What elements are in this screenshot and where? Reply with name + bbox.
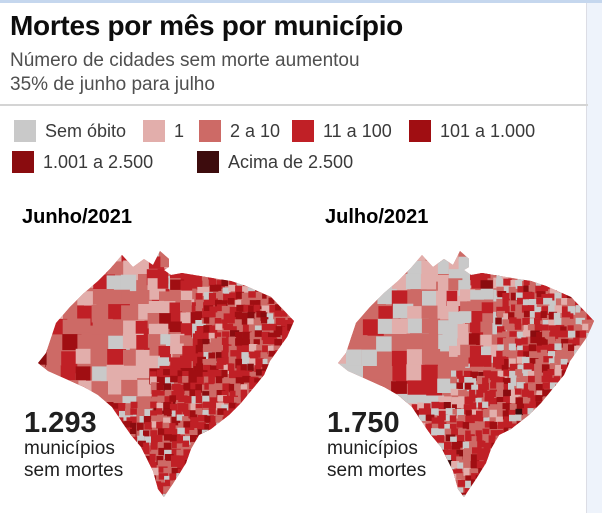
stat-line: sem mortes [327, 460, 427, 481]
page-title: Mortes por mês por município [10, 10, 403, 41]
stat-line: sem mortes [24, 460, 124, 481]
page-subtitle: Número de cidades sem morte aumentou 35%… [10, 49, 360, 97]
map-title-junho: Junho/2021 [22, 206, 133, 228]
brazil-choropleth-map-julho [338, 251, 594, 497]
legend-item: Sem óbito [14, 120, 126, 142]
legend-label: Sem óbito [45, 120, 127, 141]
map-column-julho: Julho/2021 1.750 municípios sem mortes [303, 198, 599, 513]
legend-item: Acima de 2.500 [197, 151, 353, 173]
legend-swatch [14, 120, 36, 142]
legend-swatch [12, 151, 34, 173]
legend-item: 101 a 1.000 [409, 120, 535, 142]
legend-label: Acima de 2.500 [228, 151, 354, 172]
legend-swatch [197, 151, 219, 173]
map-stat-julho: 1.750 municípios sem mortes [327, 408, 426, 482]
subtitle-line-2: 35% de junho para julho [10, 74, 215, 95]
map-column-junho: Junho/2021 1.293 municípios sem mortes [0, 198, 296, 513]
legend-swatch [143, 120, 165, 142]
map-title-julho: Julho/2021 [325, 206, 429, 228]
stat-value: 1.293 [24, 407, 97, 439]
legend-item: 1.001 a 2.500 [12, 151, 153, 173]
page-edge-strip [586, 3, 602, 513]
legend-item: 1 [143, 120, 184, 142]
legend-label: 101 a 1.000 [440, 120, 536, 141]
brazil-choropleth-map-junho [38, 251, 294, 497]
stat-line: municípios [24, 438, 115, 459]
subtitle-line-1: Número de cidades sem morte aumentou [10, 50, 360, 71]
legend-label: 1.001 a 2.500 [43, 151, 154, 172]
legend-swatch [199, 120, 221, 142]
stat-line: municípios [327, 438, 418, 459]
legend-label: 2 a 10 [230, 120, 281, 141]
legend-label: 1 [174, 120, 185, 141]
legend-swatch [292, 120, 314, 142]
legend-item: 2 a 10 [199, 120, 280, 142]
header-divider [0, 104, 588, 106]
stat-value: 1.750 [327, 407, 400, 439]
legend-item: 11 a 100 [292, 120, 392, 142]
map-stat-junho: 1.293 municípios sem mortes [24, 408, 123, 482]
legend-label: 11 a 100 [323, 120, 392, 141]
legend-swatch [409, 120, 431, 142]
